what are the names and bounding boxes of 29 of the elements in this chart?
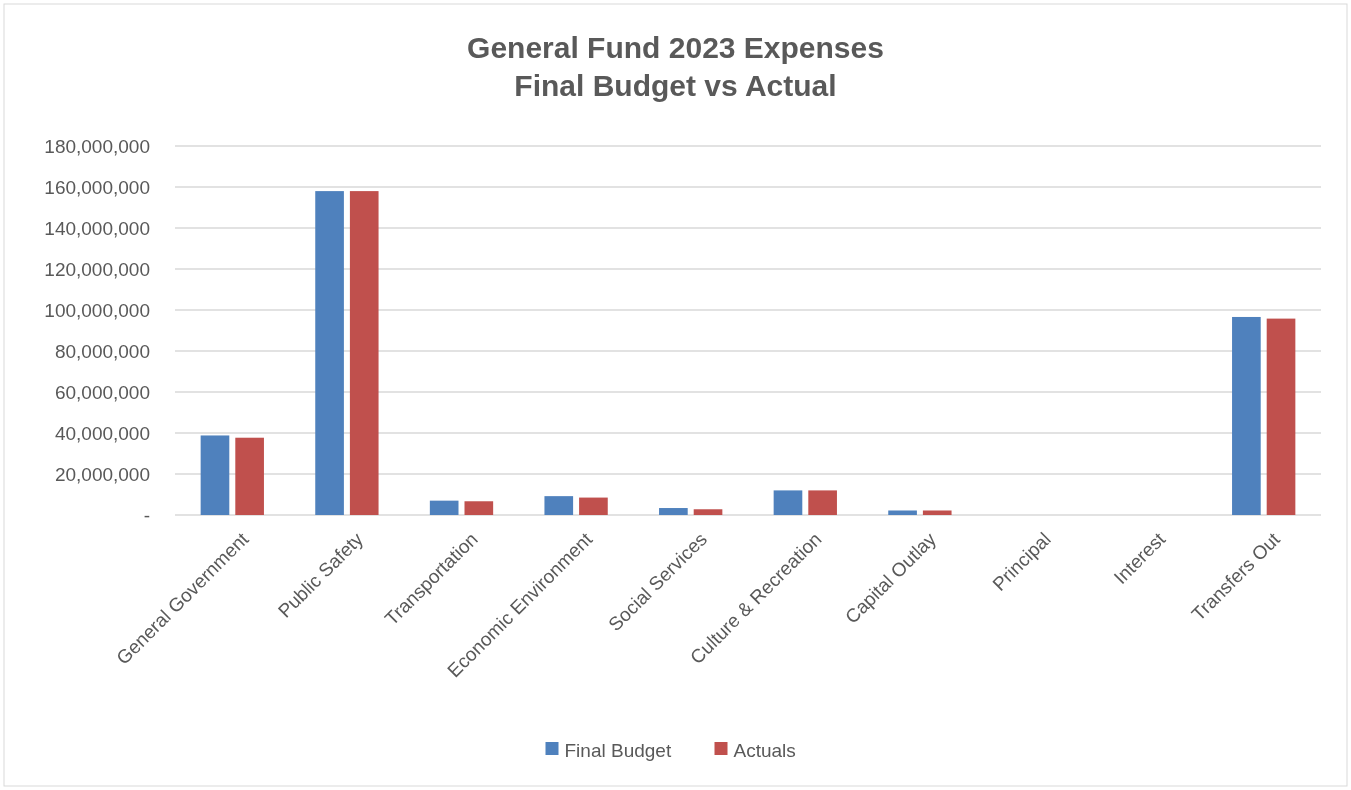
bar [1232,316,1261,515]
bar [808,490,837,515]
bar [579,497,608,515]
y-tick-label: 160,000,000 [44,176,150,198]
bar [922,510,952,515]
bar [888,510,917,515]
y-tick-label: 140,000,000 [44,217,150,239]
legend-label: Final Budget [564,739,672,761]
bar [315,191,344,515]
bar [464,501,494,515]
chart-title: General Fund 2023 Expenses Final Budget vs Actual [467,31,884,102]
y-tick-label: 60,000,000 [54,381,150,403]
bar [349,191,379,515]
y-tick-label: 20,000,000 [54,463,150,485]
bar [235,437,264,515]
y-tick-label: 40,000,000 [54,422,150,444]
y-tick-label: - [143,504,150,526]
bar [773,490,803,515]
y-tick-label: 100,000,000 [44,299,150,321]
y-tick-label: 80,000,000 [54,340,150,362]
bar [429,500,459,515]
bar [544,496,574,515]
bar [659,508,688,515]
legend-label: Actuals [733,739,796,761]
bar [200,435,230,515]
bar [693,509,723,515]
y-tick-label: 180,000,000 [44,135,150,157]
bar [1266,318,1296,515]
y-tick-label: 120,000,000 [44,258,150,280]
